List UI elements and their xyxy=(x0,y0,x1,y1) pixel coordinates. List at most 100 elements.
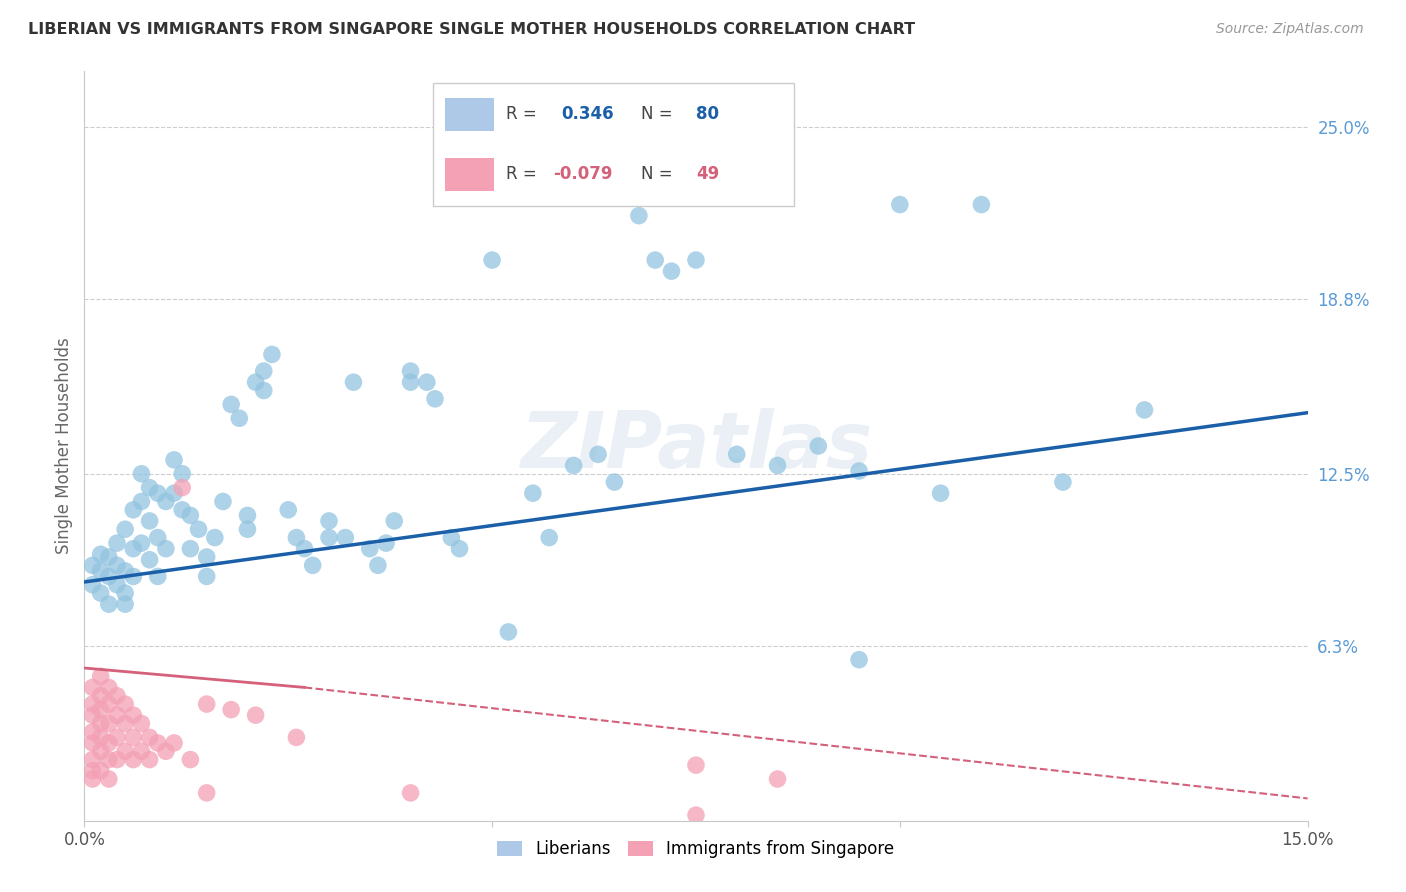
Point xyxy=(90,764,112,778)
Point xyxy=(1052,475,1074,489)
Point xyxy=(163,486,186,500)
Point xyxy=(195,549,218,564)
Point xyxy=(179,508,201,523)
Point xyxy=(146,531,169,545)
Text: N =: N = xyxy=(641,165,678,183)
Text: LIBERIAN VS IMMIGRANTS FROM SINGAPORE SINGLE MOTHER HOUSEHOLDS CORRELATION CHART: LIBERIAN VS IMMIGRANTS FROM SINGAPORE SI… xyxy=(28,22,915,37)
Point xyxy=(105,689,128,703)
Point xyxy=(889,197,911,211)
Point xyxy=(105,708,128,723)
Point xyxy=(382,514,405,528)
Point xyxy=(204,531,226,545)
Point xyxy=(97,772,120,786)
Point xyxy=(627,209,650,223)
Point xyxy=(522,486,544,500)
Point xyxy=(538,531,561,545)
Point xyxy=(277,503,299,517)
Point xyxy=(179,753,201,767)
Point xyxy=(131,536,153,550)
Text: R =: R = xyxy=(506,165,543,183)
Point xyxy=(301,558,323,573)
Point xyxy=(138,553,160,567)
Point xyxy=(114,586,136,600)
Point xyxy=(114,716,136,731)
Point xyxy=(90,731,112,745)
Point xyxy=(685,253,707,268)
Point xyxy=(82,736,104,750)
Text: 0.346: 0.346 xyxy=(561,105,614,123)
Point xyxy=(219,703,242,717)
Point xyxy=(114,522,136,536)
Point xyxy=(138,753,160,767)
Point xyxy=(399,786,422,800)
Point xyxy=(122,541,145,556)
Point xyxy=(245,375,267,389)
Point xyxy=(195,697,218,711)
Point xyxy=(114,744,136,758)
Point xyxy=(375,536,398,550)
Point xyxy=(335,531,357,545)
Point xyxy=(725,447,748,461)
Text: ZIPatlas: ZIPatlas xyxy=(520,408,872,484)
Point xyxy=(146,736,169,750)
Point xyxy=(105,731,128,745)
Text: 80: 80 xyxy=(696,105,718,123)
Point xyxy=(342,375,364,389)
Text: 49: 49 xyxy=(696,165,720,183)
Point xyxy=(172,503,194,517)
Point xyxy=(97,716,120,731)
Point xyxy=(172,481,194,495)
Point xyxy=(82,558,104,573)
Point xyxy=(155,494,177,508)
Point xyxy=(359,541,381,556)
Point xyxy=(105,753,128,767)
Text: -0.079: -0.079 xyxy=(553,165,613,183)
Point xyxy=(82,724,104,739)
Point xyxy=(90,716,112,731)
Point xyxy=(195,569,218,583)
Text: Source: ZipAtlas.com: Source: ZipAtlas.com xyxy=(1216,22,1364,37)
Point xyxy=(807,439,830,453)
Point xyxy=(131,494,153,508)
Point xyxy=(253,384,276,398)
Point xyxy=(236,522,259,536)
Point xyxy=(155,744,177,758)
Point xyxy=(685,758,707,772)
Bar xyxy=(446,158,494,191)
Point xyxy=(766,772,789,786)
Point xyxy=(848,653,870,667)
Point xyxy=(122,731,145,745)
Point xyxy=(122,753,145,767)
Point xyxy=(146,569,169,583)
Point xyxy=(131,716,153,731)
Point xyxy=(97,753,120,767)
Y-axis label: Single Mother Households: Single Mother Households xyxy=(55,338,73,554)
Point xyxy=(114,697,136,711)
Point xyxy=(318,514,340,528)
Point xyxy=(97,597,120,611)
Point xyxy=(685,808,707,822)
Point xyxy=(399,375,422,389)
Point xyxy=(105,536,128,550)
Point xyxy=(138,481,160,495)
Point xyxy=(212,494,235,508)
Point xyxy=(97,549,120,564)
Point xyxy=(90,547,112,561)
Point xyxy=(82,578,104,592)
Point xyxy=(122,569,145,583)
Point xyxy=(187,522,209,536)
Point xyxy=(138,514,160,528)
Point xyxy=(195,786,218,800)
Text: N =: N = xyxy=(641,105,678,123)
Point xyxy=(603,475,626,489)
Point xyxy=(498,624,520,639)
Point xyxy=(481,253,503,268)
Legend: Liberians, Immigrants from Singapore: Liberians, Immigrants from Singapore xyxy=(491,833,901,864)
Point xyxy=(416,375,439,389)
Point xyxy=(163,453,186,467)
Point xyxy=(766,458,789,473)
Point xyxy=(449,541,471,556)
Point xyxy=(90,564,112,578)
Point xyxy=(82,697,104,711)
Point xyxy=(929,486,952,500)
